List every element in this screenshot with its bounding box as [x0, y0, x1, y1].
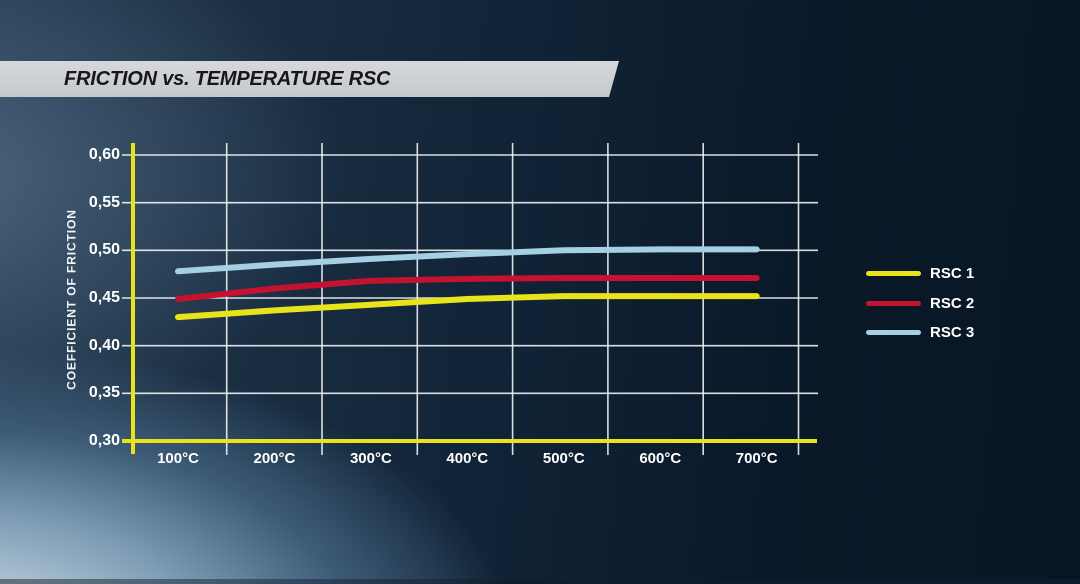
legend-item: RSC 1	[866, 264, 974, 284]
x-tick-label: 100°C	[157, 450, 199, 467]
legend-label: RSC 2	[930, 294, 975, 312]
legend-swatch	[866, 300, 921, 306]
chart-title: FRICTION vs. TEMPERATURE RSC	[64, 68, 391, 90]
legend-item: RSC 2	[866, 293, 974, 313]
series-line-rsc-2	[175, 275, 760, 302]
y-tick-label: 0,60	[88, 146, 120, 163]
title-banner: FRICTION vs. TEMPERATURE RSC	[0, 61, 619, 97]
y-tick-label: 0,30	[88, 432, 120, 449]
legend-label: RSC 3	[930, 324, 975, 341]
x-tick-label: 200°C	[253, 450, 296, 467]
bottom-edge-shade	[0, 579, 1080, 584]
legend-swatch	[866, 271, 921, 276]
legend-swatch	[866, 330, 921, 335]
series-line-rsc-3	[175, 246, 760, 275]
legend-label: RSC 1	[930, 265, 975, 282]
y-tick-label: 0,45	[88, 289, 120, 306]
y-tick-label: 0,35	[88, 384, 120, 402]
y-tick-label: 0,40	[88, 336, 120, 354]
x-tick-label: 300°C	[349, 450, 392, 467]
y-tick-label: 0,50	[88, 241, 120, 259]
x-tick-label: 700°C	[735, 450, 778, 467]
series-line-rsc-1	[175, 293, 760, 321]
legend-item: RSC 3	[866, 323, 974, 343]
y-tick-label: 0,55	[88, 193, 120, 211]
x-tick-label: 400°C	[446, 450, 489, 467]
x-tick-label: 500°C	[542, 450, 585, 467]
x-tick-label: 600°C	[639, 450, 682, 467]
